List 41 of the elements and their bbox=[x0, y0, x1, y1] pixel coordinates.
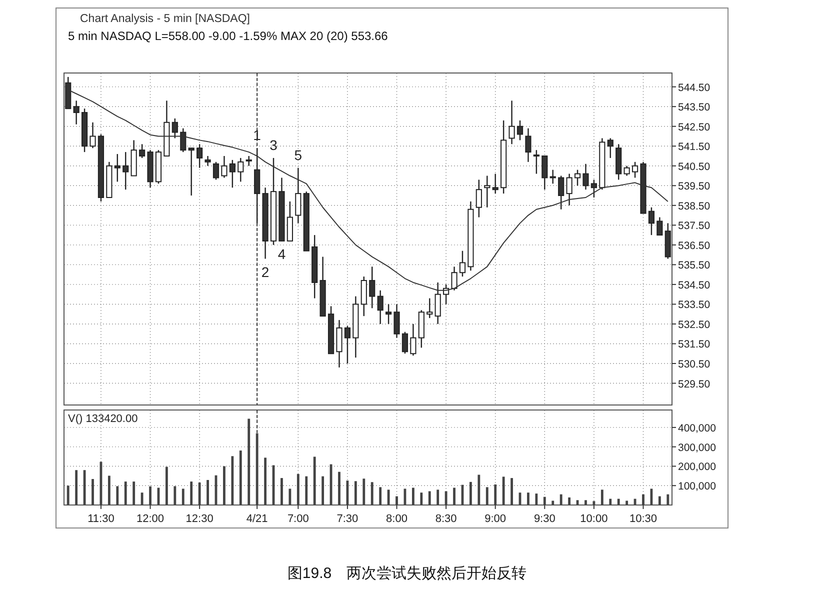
chart-subtitle: 5 min NASDAQ L=558.00 -9.00 -1.59% MAX 20 (20) 553.66 bbox=[68, 29, 388, 43]
y-tick-label: 534.50 bbox=[678, 279, 710, 292]
y-tick-label: 400,000 bbox=[678, 422, 716, 434]
y-tick-label: 532.50 bbox=[678, 318, 710, 331]
y-tick-label: 535.50 bbox=[678, 260, 710, 272]
x-tick-label: 7:30 bbox=[336, 513, 358, 525]
y-tick-label: 540.50 bbox=[678, 160, 710, 173]
y-tick-label: 539.50 bbox=[678, 180, 710, 193]
y-tick-label: 531.50 bbox=[678, 338, 710, 351]
y-tick-label: 200,000 bbox=[678, 461, 716, 474]
caption: 图19.8 两次尝试失败然后开始反转 bbox=[287, 565, 527, 582]
x-tick-label: 11:30 bbox=[88, 513, 114, 525]
annotation: 4 bbox=[278, 246, 286, 262]
chart-title: V() 133420.00 bbox=[68, 413, 138, 425]
y-tick-label: 300,000 bbox=[678, 442, 716, 454]
x-tick-label: 9:30 bbox=[534, 513, 556, 525]
annotation: 2 bbox=[261, 264, 270, 280]
y-tick-label: 538.50 bbox=[678, 200, 710, 212]
y-tick-label: 543.50 bbox=[678, 102, 710, 114]
y-tick-label: 100,000 bbox=[678, 480, 716, 493]
x-tick-label: 12:00 bbox=[136, 513, 164, 525]
y-tick-label: 536.50 bbox=[678, 240, 710, 252]
x-tick-label: 4/21 bbox=[246, 513, 268, 525]
y-tick-label: 537.50 bbox=[678, 220, 710, 232]
x-tick-label: 12:30 bbox=[186, 513, 214, 525]
x-tick-label: 9:00 bbox=[484, 513, 506, 525]
chart-title: Chart Analysis - 5 min [NASDAQ] bbox=[80, 13, 250, 25]
y-tick-label: 544.50 bbox=[678, 82, 710, 94]
x-tick-label: 10:30 bbox=[629, 513, 658, 525]
annotation: 1 bbox=[253, 127, 262, 144]
x-tick-label: 8:30 bbox=[435, 513, 457, 525]
y-tick-label: 542.50 bbox=[678, 121, 710, 134]
x-tick-label: 10:00 bbox=[580, 513, 608, 525]
x-tick-label: 8:00 bbox=[386, 513, 408, 525]
y-tick-label: 541.50 bbox=[678, 141, 710, 154]
y-tick-label: 533.50 bbox=[678, 299, 710, 312]
annotation: 3 bbox=[270, 136, 278, 153]
y-tick-label: 530.50 bbox=[678, 358, 710, 370]
annotation: 5 bbox=[294, 146, 302, 163]
x-tick-label: 7:00 bbox=[287, 513, 309, 525]
y-tick-label: 529.50 bbox=[678, 378, 710, 390]
